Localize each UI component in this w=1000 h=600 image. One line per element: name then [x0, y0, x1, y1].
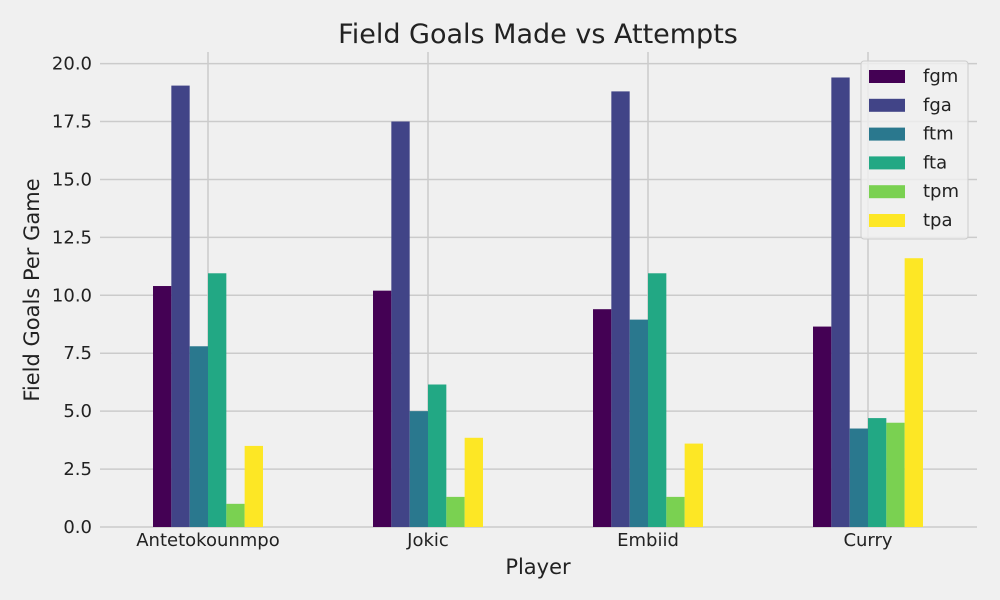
chart-title: Field Goals Made vs Attempts	[338, 19, 738, 50]
bar-fgm-jokic	[373, 290, 392, 527]
legend-swatch-fgm	[869, 70, 905, 83]
bar-tpm-curry	[886, 422, 905, 527]
bar-fta-curry	[868, 418, 887, 527]
bar-tpa-jokic	[464, 437, 483, 527]
legend-swatch-tpm	[869, 185, 905, 199]
legend-swatch-fta	[869, 156, 905, 170]
bar-fga-curry	[831, 77, 850, 528]
x-tick-label: Antetokounmpo	[136, 530, 280, 551]
y-tick-label: 5.0	[63, 401, 92, 422]
bar-ftm-antetokounmpo	[189, 346, 208, 527]
bar-fgm-curry	[813, 326, 832, 527]
y-axis-ticks: 0.0 2.5 5.0 7.5 10.0 12.5 15.0 17.5 20.0	[52, 54, 92, 538]
bar-fta-antetokounmpo	[208, 273, 227, 527]
bar-tpm-jokic	[446, 496, 465, 527]
bar-ftm-embiid	[629, 319, 648, 527]
legend-label-fgm: fgm	[923, 66, 958, 87]
y-tick-label: 15.0	[52, 169, 92, 190]
y-tick-label: 20.0	[52, 54, 92, 75]
y-tick-label: 10.0	[52, 285, 92, 306]
y-tick-label: 7.5	[63, 343, 92, 364]
bars	[153, 77, 923, 528]
bar-tpm-antetokounmpo	[226, 503, 245, 527]
y-tick-label: 2.5	[63, 459, 92, 480]
bar-fga-jokic	[391, 121, 410, 527]
bar-fta-jokic	[428, 384, 447, 527]
bar-tpa-curry	[904, 258, 923, 527]
legend-swatch-fga	[869, 98, 905, 112]
legend-swatch-ftm	[869, 127, 905, 141]
bar-ftm-curry	[849, 428, 868, 527]
y-tick-label: 12.5	[52, 227, 92, 248]
legend: fgm fga ftm fta tpm tpa	[860, 60, 969, 240]
bar-fta-embiid	[648, 273, 667, 527]
bar-tpm-embiid	[666, 496, 685, 527]
y-tick-label: 17.5	[52, 112, 92, 133]
bar-fgm-antetokounmpo	[153, 286, 172, 527]
bar-tpa-antetokounmpo	[244, 445, 263, 527]
x-tick-label: Embiid	[617, 530, 679, 551]
x-axis-label: Player	[505, 555, 571, 579]
y-axis-label: Field Goals Per Game	[20, 178, 44, 401]
bar-fga-antetokounmpo	[171, 85, 190, 527]
legend-label-fga: fga	[923, 95, 952, 116]
x-tick-label: Jokic	[406, 530, 449, 551]
legend-label-fta: fta	[923, 152, 947, 173]
legend-label-ftm: ftm	[923, 124, 954, 145]
bar-fga-embiid	[611, 91, 630, 527]
legend-label-tpa: tpa	[923, 210, 953, 231]
legend-swatch-tpa	[869, 214, 905, 227]
y-tick-label: 0.0	[63, 517, 92, 538]
x-axis-ticks: Antetokounmpo Jokic Embiid Curry	[136, 530, 893, 551]
bar-fgm-embiid	[593, 309, 612, 527]
bar-ftm-jokic	[409, 411, 428, 527]
legend-label-tpm: tpm	[923, 181, 959, 202]
x-tick-label: Curry	[843, 530, 892, 551]
bar-tpa-embiid	[684, 443, 703, 527]
